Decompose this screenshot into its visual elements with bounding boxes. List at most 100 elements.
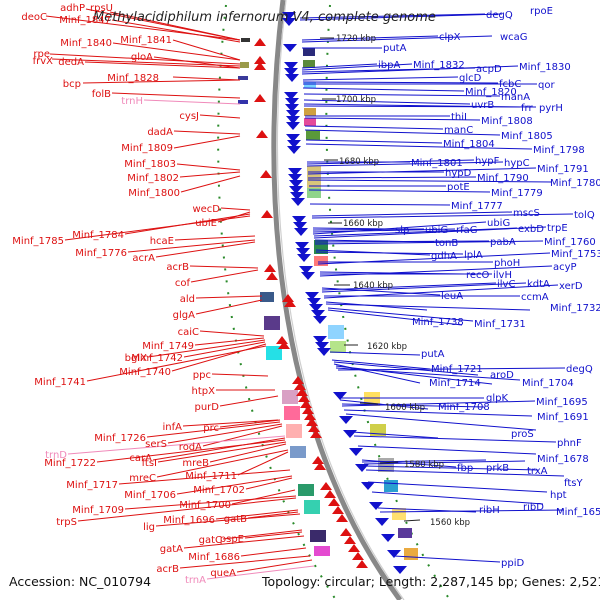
gene-label: ppiD <box>501 558 524 569</box>
gene-label: mreC <box>129 473 156 484</box>
gene-label: glgA <box>173 310 195 321</box>
gene-label: tolQ <box>574 210 595 221</box>
gene-label: hypF <box>475 156 500 167</box>
gene-label: Minf_1841 <box>120 35 172 46</box>
right-leader-lines <box>299 13 574 563</box>
gene-label: Minf_1686 <box>188 552 240 563</box>
gene-label: Minf_1820 <box>465 87 517 98</box>
gene-label: Minf_1702 <box>193 485 245 496</box>
gene-label: hypC <box>504 158 530 169</box>
gene-label: rfaG <box>456 225 478 236</box>
gene-label: ccmA <box>521 292 549 303</box>
gene-label: degQ <box>486 10 513 21</box>
gene-label: Minf_1742 <box>131 353 183 364</box>
gene-label: ftsY <box>564 478 583 489</box>
kbp-label: 1580 kbp <box>404 460 444 470</box>
gene-label: Minf_1709 <box>72 505 124 516</box>
gene-label: mscS <box>513 208 540 219</box>
gene-label: pyrH <box>539 103 563 114</box>
kbp-label: 1660 kbp <box>343 219 383 229</box>
gene-label: cof <box>175 278 191 289</box>
gene-label: Minf_1808 <box>481 116 533 127</box>
gene-label: Minf_1791 <box>537 164 589 175</box>
gene-label: dedA <box>58 57 84 68</box>
gene-label: purD <box>195 402 220 413</box>
gene-label: Minf_1760 <box>544 237 596 248</box>
gene-label: queA <box>210 568 236 579</box>
kbp-label: 1560 kbp <box>430 518 470 528</box>
gene-label: hypD <box>445 168 472 179</box>
kbp-label: 1680 kbp <box>339 157 379 167</box>
kbp-label: 1700 kbp <box>336 95 376 105</box>
gene-label: Minf_1704 <box>522 378 574 389</box>
gene-label: thiI <box>451 112 467 123</box>
gene-label: ppc <box>193 370 211 381</box>
gene-label: Minf_1780 <box>550 178 600 189</box>
gene-label: manA <box>501 92 530 103</box>
gene-label: recO <box>466 270 490 281</box>
gene-label: Minf_1785 <box>12 236 64 247</box>
gene-label: acrB <box>166 262 189 273</box>
gene-label: folB <box>92 89 111 100</box>
gene-label: Minf_1714 <box>429 378 481 389</box>
gene-label: hcaE <box>150 236 174 247</box>
gene-label: Minf_1790 <box>477 173 529 184</box>
gene-label: trpS <box>56 517 77 528</box>
gene-label: uvrB <box>471 100 494 111</box>
gene-label: glpK <box>486 393 508 404</box>
gene-label: acyP <box>553 262 577 273</box>
gene-label: cysJ <box>179 111 199 122</box>
kbp-labels: 1720 kbp 1700 kbp 1680 kbp 1660 kbp 1640… <box>336 34 470 528</box>
gene-label: trnH <box>121 96 143 107</box>
gene-label: hpt <box>550 490 567 501</box>
gene-label: acrA <box>132 253 155 264</box>
gene-label: adhP <box>60 3 85 14</box>
accession-label: Accession: NC_010794 <box>9 574 151 589</box>
gene-label: fcbC <box>499 79 521 90</box>
gene-label: Minf_1722 <box>44 458 96 469</box>
gene-label: rodA <box>179 442 202 453</box>
gene-label: qor <box>538 80 555 91</box>
gene-label: lplA <box>464 250 483 261</box>
gene-label: rpoE <box>530 6 553 17</box>
gene-label: clpX <box>439 32 461 43</box>
gene-label: Minf_1691 <box>537 412 589 423</box>
gene-label: wcaG <box>500 32 528 43</box>
gene-label: Minf_1731 <box>474 319 526 330</box>
gene-label: phnF <box>557 438 582 449</box>
gene-label: carA <box>129 453 152 464</box>
gene-label: trpE <box>547 223 568 234</box>
gene-label: manC <box>444 125 473 136</box>
gene-label: glcD <box>459 73 482 84</box>
gene-label: rpe <box>33 49 50 60</box>
gene-label: Minf_1809 <box>121 143 173 154</box>
gene-label: Minf_1708 <box>438 402 490 413</box>
gene-label: trnA <box>185 575 206 586</box>
gene-label: gatA <box>160 544 183 555</box>
gene-label: Minf_1749 <box>142 341 194 352</box>
gene-label: Minf_1801 <box>411 158 463 169</box>
gene-label: Minf_1800 <box>128 188 180 199</box>
gene-label: trxA <box>527 466 548 477</box>
gene-label: Minf_1753 <box>551 249 600 260</box>
gene-label: potE <box>447 182 470 193</box>
gene-label: Minf_1777 <box>451 201 503 212</box>
gene-label: ibpA <box>378 60 400 71</box>
gene-label: ribD <box>523 502 544 513</box>
map-title: Methylacidiphilum infernorum V4, complet… <box>93 10 436 25</box>
gene-label: ubiG <box>487 218 510 229</box>
gene-label: prc <box>203 423 219 434</box>
gene-label: Minf_1717 <box>66 480 118 491</box>
right-gene-labels: degQ rpoE clpX wcaG putA ibpA Minf_1832 … <box>378 6 600 569</box>
gene-label: fbp <box>457 463 473 474</box>
gene-label: Minf_1784 <box>72 230 124 241</box>
gene-label: frvX <box>33 56 54 67</box>
gene-label: serS <box>145 439 167 450</box>
gene-label: gdhA <box>431 251 457 262</box>
gene-label: Minf_1847 <box>59 15 111 26</box>
gene-label: Minf_1653 <box>556 507 600 518</box>
gene-label: Minf_1830 <box>519 62 571 73</box>
gene-label: dadA <box>147 127 173 138</box>
gene-label: Minf_1696 <box>163 515 215 526</box>
gene-label: Minf_1776 <box>75 248 127 259</box>
